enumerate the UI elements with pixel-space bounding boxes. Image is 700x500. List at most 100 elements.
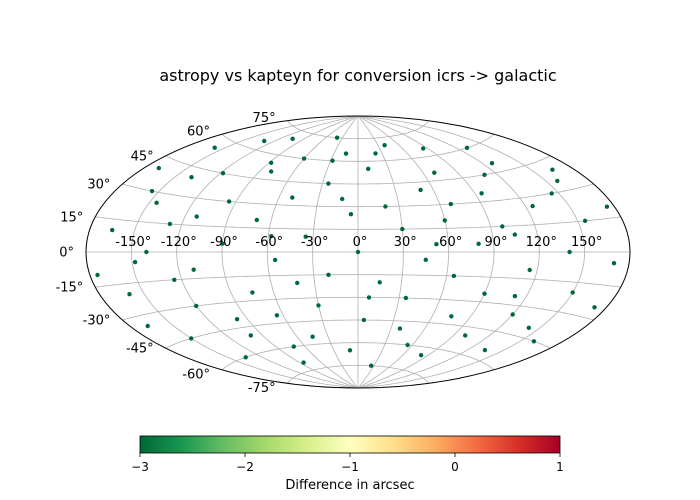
data-point xyxy=(434,242,439,247)
data-point xyxy=(464,145,470,150)
data-point xyxy=(348,212,354,217)
lat-tick-label: 60° xyxy=(187,125,210,140)
data-point xyxy=(326,272,331,277)
parallel-line xyxy=(287,120,429,140)
data-point xyxy=(220,171,226,176)
parallel-line xyxy=(165,319,551,349)
data-point xyxy=(442,218,447,223)
data-point xyxy=(403,295,409,301)
data-point xyxy=(250,290,255,295)
data-point xyxy=(482,172,487,177)
data-point xyxy=(110,227,115,233)
data-point xyxy=(366,295,372,300)
lon-tick-labels: -150° -120° -90° -60° -30° 0° 30° 60° 90° 120° 150… xyxy=(115,235,602,250)
data-point xyxy=(527,267,532,273)
data-point xyxy=(377,280,382,285)
data-point xyxy=(310,334,315,339)
data-point xyxy=(234,317,240,322)
data-point xyxy=(582,218,588,223)
data-point xyxy=(347,348,353,353)
data-point xyxy=(479,191,484,196)
lat-tick-label: 45° xyxy=(131,149,154,164)
lat-tick-label: -30° xyxy=(83,314,111,329)
data-point xyxy=(423,257,428,262)
sky-map: -75° -60° -45° -30° -15° 0° 15° 30° 45° 60° 75° -1… xyxy=(56,111,631,396)
lon-tick-label: 150° xyxy=(571,235,602,250)
data-point xyxy=(604,204,610,209)
data-point xyxy=(489,161,495,166)
data-point xyxy=(369,363,374,368)
colorbar-tick-label: −1 xyxy=(341,460,359,474)
lat-tick-label: 15° xyxy=(60,210,83,225)
data-point xyxy=(449,314,454,319)
data-point xyxy=(145,323,150,329)
colorbar-tick-label: −3 xyxy=(131,460,149,474)
data-point xyxy=(476,241,481,246)
chart-title: astropy vs kapteyn for conversion icrs -… xyxy=(159,66,556,85)
data-point xyxy=(295,280,300,286)
parallel-line xyxy=(95,274,621,288)
data-point xyxy=(526,325,531,330)
lat-tick-label: 0° xyxy=(59,246,74,261)
data-point xyxy=(254,217,259,223)
data-point xyxy=(500,224,505,229)
data-point xyxy=(366,166,371,171)
data-point xyxy=(448,201,453,207)
lon-tick-label: 120° xyxy=(526,235,557,250)
colorbar: −3 −2 −1 0 1 Difference in arcsec xyxy=(131,435,564,493)
data-point xyxy=(463,333,468,338)
colorbar-tick-label: −2 xyxy=(236,460,254,474)
data-point xyxy=(383,204,388,209)
data-point xyxy=(418,187,423,193)
lon-tick-label: 30° xyxy=(394,235,417,250)
data-points xyxy=(95,135,617,368)
lon-tick-label: 60° xyxy=(439,235,462,250)
data-point xyxy=(167,221,173,227)
data-point xyxy=(262,138,267,144)
lon-tick-label: 0° xyxy=(353,235,368,250)
data-point xyxy=(149,188,155,194)
map-boundary xyxy=(85,115,631,389)
data-point xyxy=(95,272,100,278)
data-point xyxy=(611,261,617,266)
data-point xyxy=(555,178,560,184)
lat-tick-label: -60° xyxy=(182,367,210,382)
data-point xyxy=(330,158,335,163)
data-point xyxy=(567,249,572,255)
data-point xyxy=(482,291,487,296)
colorbar-ticks: −3 −2 −1 0 1 xyxy=(131,453,564,474)
data-point xyxy=(132,259,138,265)
data-point xyxy=(592,305,597,310)
data-point xyxy=(189,336,194,341)
lon-tick-label: -60° xyxy=(255,235,283,250)
data-point xyxy=(301,156,307,161)
lat-tick-labels: -75° -60° -45° -30° -15° 0° 15° 30° 45° 60° 75° xyxy=(56,111,276,396)
data-point xyxy=(482,347,488,353)
lon-tick-label: 90° xyxy=(484,235,507,250)
data-point xyxy=(432,170,437,175)
data-point xyxy=(156,165,161,171)
colorbar-label: Difference in arcsec xyxy=(285,478,414,493)
data-point xyxy=(154,200,159,205)
data-point xyxy=(512,293,518,299)
data-point xyxy=(361,317,367,323)
data-point xyxy=(291,344,296,349)
data-point xyxy=(269,169,274,174)
data-point xyxy=(343,151,349,156)
data-point xyxy=(290,195,295,200)
data-point xyxy=(530,203,535,209)
data-point xyxy=(340,196,345,202)
data-point xyxy=(191,267,196,272)
data-point xyxy=(510,312,515,317)
data-point xyxy=(531,339,537,344)
data-point xyxy=(127,292,132,297)
data-point xyxy=(212,145,217,150)
data-point xyxy=(269,160,274,165)
data-point xyxy=(248,333,253,338)
data-point xyxy=(397,326,403,331)
data-point xyxy=(382,143,387,148)
colorbar-tick-label: 1 xyxy=(556,460,564,474)
lat-tick-label: 75° xyxy=(253,111,276,126)
parallel-line xyxy=(95,216,621,230)
